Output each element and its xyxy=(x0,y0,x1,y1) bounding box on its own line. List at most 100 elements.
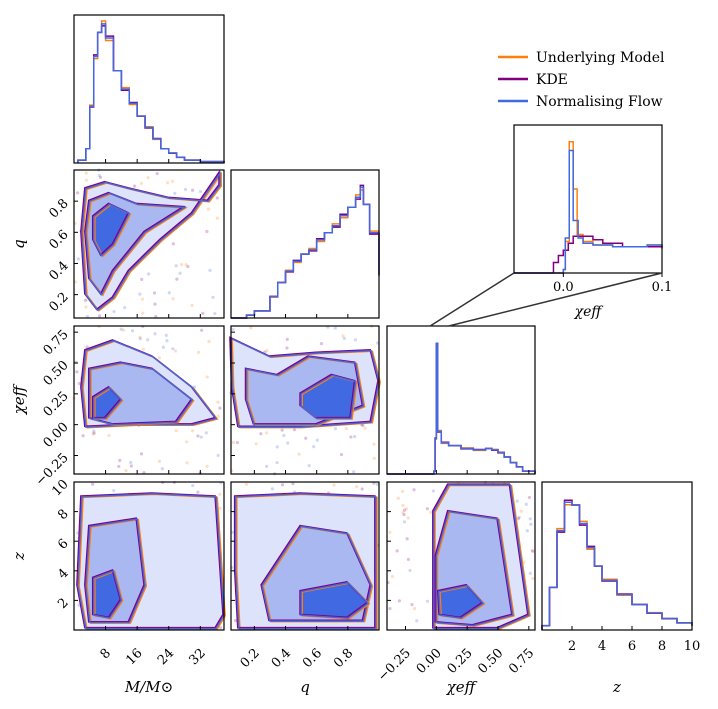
scatter-point xyxy=(353,434,357,439)
scatter-point xyxy=(515,499,519,503)
scatter-point xyxy=(282,433,286,438)
marginal-hist-flow-z xyxy=(541,501,693,630)
inset-x-tick-label: 0.0 xyxy=(553,280,574,295)
scatter-point xyxy=(216,400,220,404)
scatter-point xyxy=(184,440,189,444)
legend-label: Normalising Flow xyxy=(536,94,663,110)
scatter-point xyxy=(138,292,142,296)
inset-x-tick-label: 0.1 xyxy=(652,280,673,295)
scatter-point xyxy=(171,297,175,301)
scatter-point xyxy=(332,483,336,487)
scatter-point xyxy=(91,482,95,486)
scatter-point xyxy=(132,184,137,188)
y-tick-label: 0.2 xyxy=(46,290,71,315)
scatter-point xyxy=(297,452,301,456)
inset-connector-left xyxy=(429,272,515,327)
contour-flow-q_vs_M-0 xyxy=(81,170,221,312)
scatter-point xyxy=(119,327,123,331)
scatter-point xyxy=(315,438,319,442)
x-tick-label: 10 xyxy=(684,639,701,654)
y-tick-label: 10 xyxy=(49,477,71,499)
scatter-point xyxy=(304,436,308,440)
scatter-point xyxy=(216,414,220,418)
scatter-point xyxy=(77,381,81,386)
scatter-point xyxy=(431,489,436,493)
scatter-point xyxy=(412,488,416,492)
contour-kde-z_vs_chi-1 xyxy=(434,509,513,626)
scatter-point xyxy=(142,470,146,475)
scatter-point xyxy=(353,338,358,342)
scatter-point xyxy=(130,329,135,333)
scatter-point xyxy=(185,461,189,465)
scatter-point xyxy=(231,440,236,444)
scatter-point xyxy=(141,311,145,315)
scatter-point xyxy=(396,496,400,500)
scatter-point xyxy=(199,435,203,439)
scatter-point xyxy=(124,469,128,473)
contour-flow-z_vs_q-2 xyxy=(300,581,370,619)
scatter-point xyxy=(531,576,535,581)
scatter-point xyxy=(519,509,523,513)
scatter-point xyxy=(84,305,88,309)
contour-kde-chi_vs_q-1 xyxy=(244,355,364,425)
scatter-point xyxy=(174,429,178,433)
contour-flow-chi_vs_q-2 xyxy=(300,374,357,420)
x-tick-label: 8 xyxy=(98,646,114,662)
scatter-point xyxy=(233,619,238,623)
marginal-hist-model-M_chirp xyxy=(77,20,225,163)
scatter-point xyxy=(404,507,409,511)
marginal-hist-flow-q xyxy=(231,186,380,319)
scatter-point xyxy=(161,345,165,349)
contour-kde-z_vs_chi-2 xyxy=(436,583,484,619)
scatter-point xyxy=(275,445,279,449)
panel-frame-3-3 xyxy=(541,481,693,631)
scatter-point xyxy=(395,549,399,553)
contour-kde-chi_vs_q-2 xyxy=(299,373,356,419)
x-axis-label: z xyxy=(612,678,621,696)
scatter-point xyxy=(190,303,194,307)
scatter-point xyxy=(215,196,219,200)
contour-fill-z_vs_q-2 xyxy=(301,582,369,619)
scatter-point xyxy=(213,311,217,316)
y-tick-label: 0.4 xyxy=(46,259,71,284)
scatter-point xyxy=(529,522,533,526)
legend-label: Underlying Model xyxy=(536,50,665,66)
scatter-point xyxy=(186,265,190,269)
contour-model-z_vs_M-2 xyxy=(94,570,124,620)
contour-model-chi_vs_M-2 xyxy=(94,387,124,420)
contour-flow-q_vs_M-1 xyxy=(85,192,187,296)
scatter-point xyxy=(355,485,359,489)
contour-kde-z_vs_M-2 xyxy=(91,568,122,619)
scatter-point xyxy=(218,625,223,630)
scatter-point xyxy=(76,191,80,195)
scatter-point xyxy=(173,349,178,353)
scatter-point xyxy=(171,242,175,246)
scatter-point xyxy=(516,517,520,521)
scatter-point xyxy=(138,337,142,341)
scatter-point xyxy=(259,432,263,436)
scatter-point xyxy=(139,181,144,185)
x-tick-label: 0.8 xyxy=(331,646,356,671)
scatter-point xyxy=(138,335,142,339)
scatter-point xyxy=(165,339,169,343)
contour-fill-z_vs_M-2 xyxy=(93,570,122,619)
contour-kde-z_vs_q-2 xyxy=(299,580,369,619)
scatter-point xyxy=(201,311,205,315)
scatter-point xyxy=(198,189,203,194)
inset-connector-right xyxy=(448,272,663,327)
x-axis-label: q xyxy=(300,678,310,696)
scatter-point xyxy=(415,619,419,623)
scatter-point xyxy=(352,470,356,474)
y-tick-label: 2 xyxy=(55,595,71,611)
contour-flow-z_vs_M-1 xyxy=(85,518,146,624)
inset-frame xyxy=(513,124,663,274)
scatter-point xyxy=(402,520,407,524)
contour-flow-z_vs_M-2 xyxy=(93,569,123,619)
x-tick-label: 2 xyxy=(568,639,576,654)
scatter-point xyxy=(342,336,346,340)
scatter-point xyxy=(147,272,151,276)
scatter-point xyxy=(140,277,144,281)
scatter-point xyxy=(263,350,267,354)
x-tick-label: 0.00 xyxy=(414,646,445,677)
